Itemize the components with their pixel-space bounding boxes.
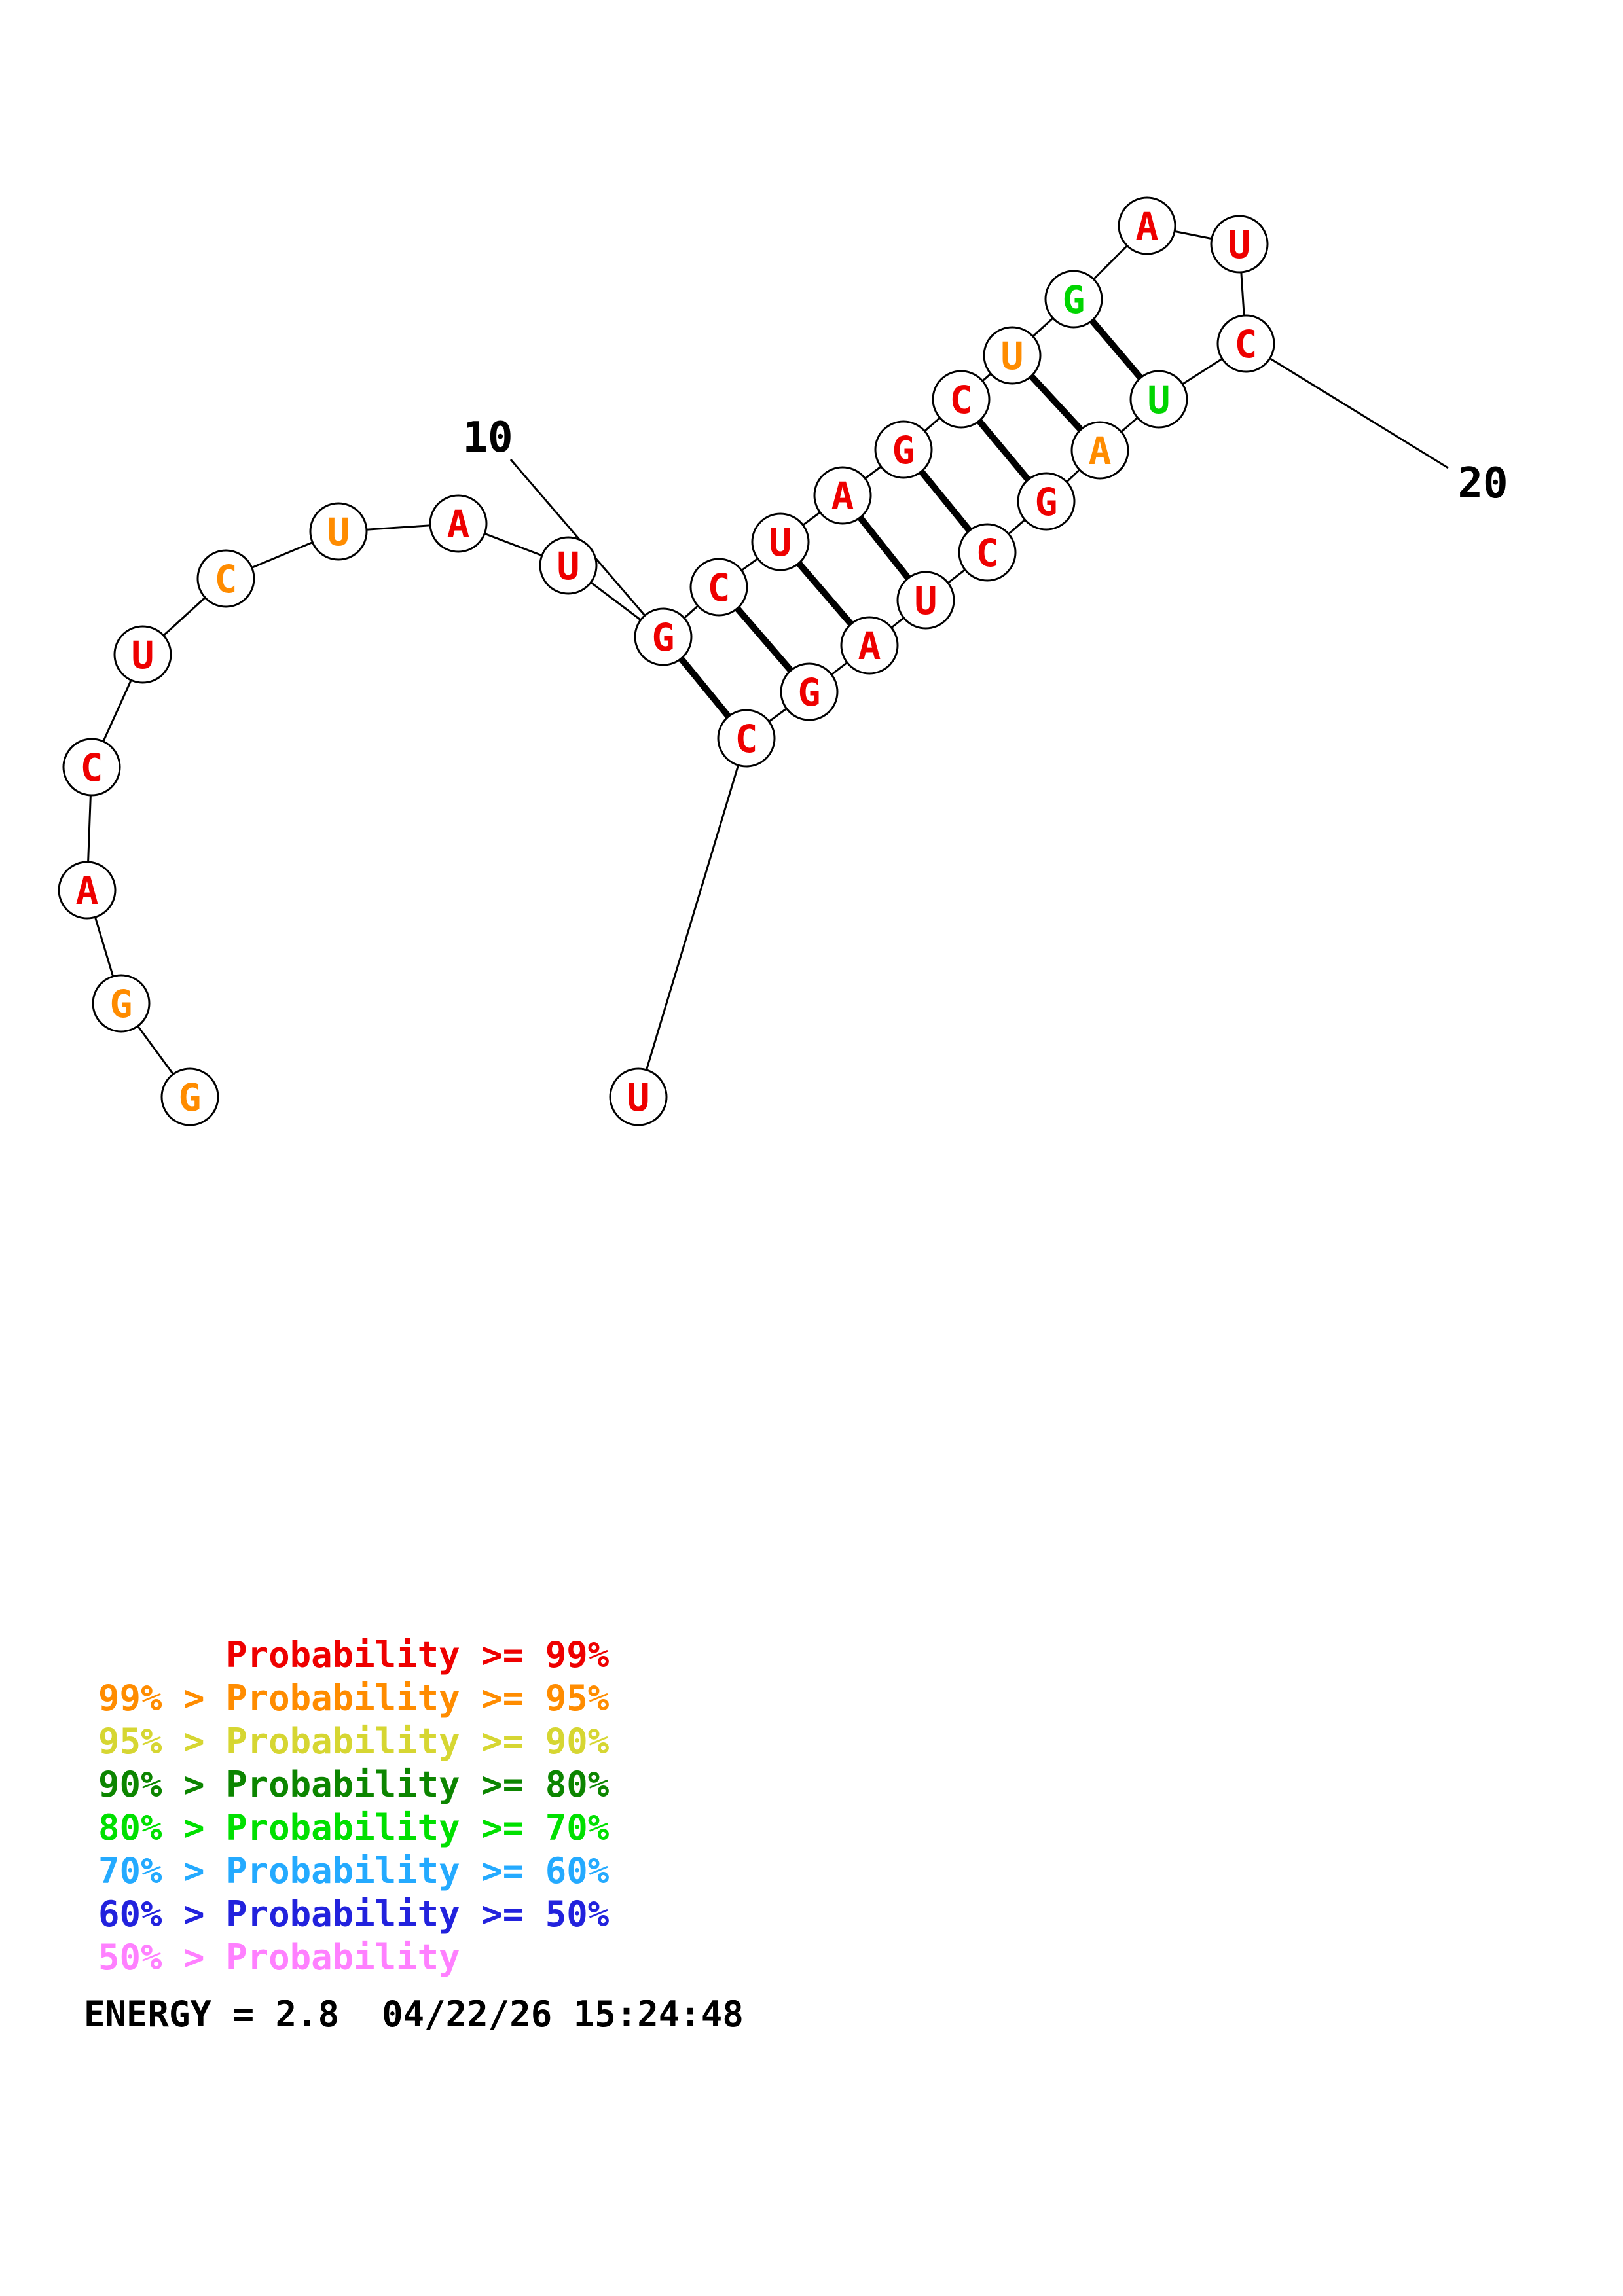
nucleotide-circle [58,861,117,920]
nucleotide-circle [840,616,899,675]
sequence-number-leader [1245,342,1449,469]
nucleotide-base: U [1228,223,1251,267]
nucleotide-circle [309,502,368,561]
legend-line: 60% > Probability >= 50% [98,1893,610,1935]
nucleotide-circle [751,512,810,571]
nucleotide-circle [1210,215,1269,274]
legend-line: 50% > Probability [98,1937,460,1978]
nucleotide-base: G [652,615,675,660]
nucleotide-base: G [1035,480,1058,524]
sequence-number-label: 10 [462,414,513,462]
nucleotide-circle [874,420,933,479]
nucleotide-circle [780,662,839,721]
nucleotide-circle [62,738,121,797]
legend-line: 80% > Probability >= 70% [98,1807,610,1848]
nucleotide-base: A [1136,204,1159,249]
nucleotide-base: U [557,544,580,588]
backbone-segment [637,738,748,1098]
legend-line: Probability >= 99% [98,1634,610,1676]
nucleotide-base: C [215,557,238,601]
nucleotide-base: G [110,982,133,1026]
nucleotide-circle [92,974,151,1033]
nucleotide-circle [813,466,872,525]
nucleotide-base: C [708,565,731,610]
nucleotide-base: C [1235,322,1258,367]
nucleotide-circle [196,549,255,608]
legend-line: 90% > Probability >= 80% [98,1764,610,1805]
nucleotide-circle [717,709,776,768]
nucleotide-circle [932,370,991,429]
nucleotide-base: A [447,502,470,547]
nucleotide-base: G [798,670,821,715]
nucleotide-circle [429,494,488,553]
nucleotide-base: U [627,1075,650,1120]
nucleotide-circle [958,523,1017,582]
nucleotide-base: G [1063,278,1085,322]
nucleotide-base: U [915,579,938,623]
legend-line: 95% > Probability >= 90% [98,1721,610,1762]
nucleotide-base: U [1001,334,1024,378]
nucleotide-base: C [81,745,103,790]
nucleotide-circle [609,1067,668,1126]
nucleotide-circle [1070,421,1129,480]
nucleotide-circle [983,326,1042,385]
nucleotide-circle [1017,472,1076,531]
nucleotide-circle [689,558,748,617]
nucleotide-circle [113,625,172,684]
nucleotide-circle [539,536,598,595]
nucleotide-base: U [1148,378,1171,422]
nucleotide-circle [1129,370,1188,429]
nucleotide-circle [1216,314,1275,373]
nucleotide-base: A [858,624,881,668]
nucleotide-base: U [132,633,155,677]
nucleotide-base: G [892,428,915,473]
nucleotide-base: A [831,474,854,518]
legend-line: 70% > Probability >= 60% [98,1850,610,1892]
nucleotide-base: C [950,378,973,422]
nucleotide-circle [1118,196,1176,255]
probability-legend: Probability >= 99% 99% > Probability >= 9… [98,1634,609,1979]
nucleotide-circle [160,1067,219,1126]
nucleotide-base: C [976,531,999,575]
energy-text: ENERGY = 2.8 04/22/26 15:24:48 [84,1994,744,2035]
nucleotide-base: U [769,520,792,565]
nucleotide-circle [1044,270,1103,329]
nucleotide-circle [896,571,955,630]
sequence-number-label: 20 [1457,459,1508,508]
nucleotide-base: A [1089,429,1112,473]
nucleotide-base: U [327,510,350,554]
nucleotide-base: A [76,869,99,913]
nucleotide-circle [634,607,693,666]
nucleotide-base: C [735,717,758,761]
legend-line: 99% > Probability >= 95% [98,1677,610,1719]
nucleotide-base: G [179,1075,202,1120]
